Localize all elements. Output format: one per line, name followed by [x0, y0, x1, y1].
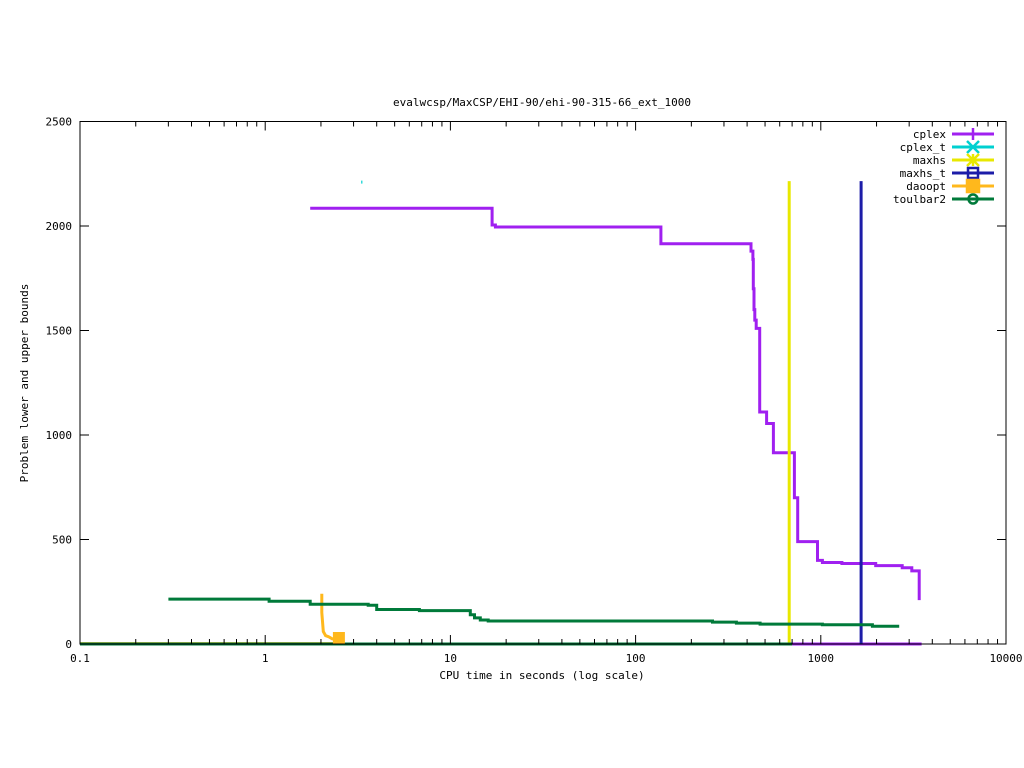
series-layer — [80, 180, 922, 646]
y-axis: 0 500 1000 1500 2000 2500 — [46, 116, 1006, 651]
y-axis-label: Problem lower and upper bounds — [18, 284, 31, 483]
legend-marker-filled-square — [965, 178, 981, 194]
legend-item-cplex_t: cplex_t — [900, 140, 994, 154]
plot-frame — [79, 121, 1007, 645]
y-tick-label: 1000 — [46, 429, 73, 442]
legend-marker-square — [966, 166, 980, 180]
y-tick-label: 2000 — [46, 220, 73, 233]
legend-label: cplex_t — [900, 141, 946, 154]
x-axis-label: CPU time in seconds (log scale) — [439, 669, 644, 682]
x-tick-label: 1000 — [808, 652, 835, 665]
legend-item-maxhs_t: maxhs_t — [900, 166, 994, 180]
legend-item-cplex: cplex — [913, 128, 994, 141]
x-tick-label: 10000 — [989, 652, 1022, 665]
series-line-cplex-0 — [310, 206, 921, 601]
daoopt-point — [332, 632, 345, 644]
legend-label: maxhs — [913, 154, 946, 167]
y-tick-label: 0 — [65, 638, 72, 651]
legend-marker-circle — [967, 193, 979, 205]
chart-title: evalwcsp/MaxCSP/EHI-90/ehi-90-315-66_ext… — [393, 96, 691, 109]
y-tick-label: 500 — [52, 534, 72, 547]
x-tick-label: 100 — [626, 652, 646, 665]
legend-label: maxhs_t — [900, 167, 946, 180]
legend-marker-cross — [966, 140, 980, 154]
series-toulbar2 — [80, 597, 900, 646]
legend-label: cplex — [913, 128, 946, 141]
series-cplex — [310, 206, 922, 646]
legend-item-maxhs: maxhs — [913, 153, 994, 167]
legend-label: toulbar2 — [893, 193, 946, 206]
x-tick-label: 10 — [444, 652, 457, 665]
legend-item-daoopt: daoopt — [906, 178, 994, 194]
x-tick-label: 1 — [262, 652, 269, 665]
legend-marker-star — [966, 153, 980, 167]
y-tick-label: 1500 — [46, 325, 73, 338]
series-line-toulbar2-0 — [168, 597, 900, 628]
x-tick-label: 0.1 — [70, 652, 90, 665]
legend-label: daoopt — [906, 180, 946, 193]
x-axis: 0.1 1 10 100 1000 10000 — [70, 121, 1023, 665]
y-tick-label: 2500 — [46, 116, 73, 129]
legend-item-toulbar2: toulbar2 — [893, 193, 994, 206]
